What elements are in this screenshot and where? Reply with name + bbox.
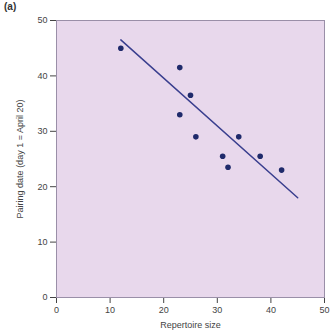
svg-text:40: 40 [37, 71, 47, 81]
svg-text:20: 20 [159, 305, 169, 315]
svg-text:40: 40 [266, 305, 276, 315]
svg-text:Pairing date (day 1 = April 20: Pairing date (day 1 = April 20) [15, 100, 25, 219]
svg-text:10: 10 [105, 305, 115, 315]
svg-text:10: 10 [37, 237, 47, 247]
svg-text:0: 0 [54, 305, 59, 315]
svg-text:50: 50 [319, 305, 329, 315]
svg-text:Repertoire size: Repertoire size [160, 320, 221, 330]
svg-text:20: 20 [37, 182, 47, 192]
svg-text:50: 50 [37, 15, 47, 25]
svg-text:30: 30 [37, 126, 47, 136]
html-text:(a): (a) [4, 1, 17, 12]
svg-text:30: 30 [212, 305, 222, 315]
svg-text:0: 0 [42, 292, 47, 302]
